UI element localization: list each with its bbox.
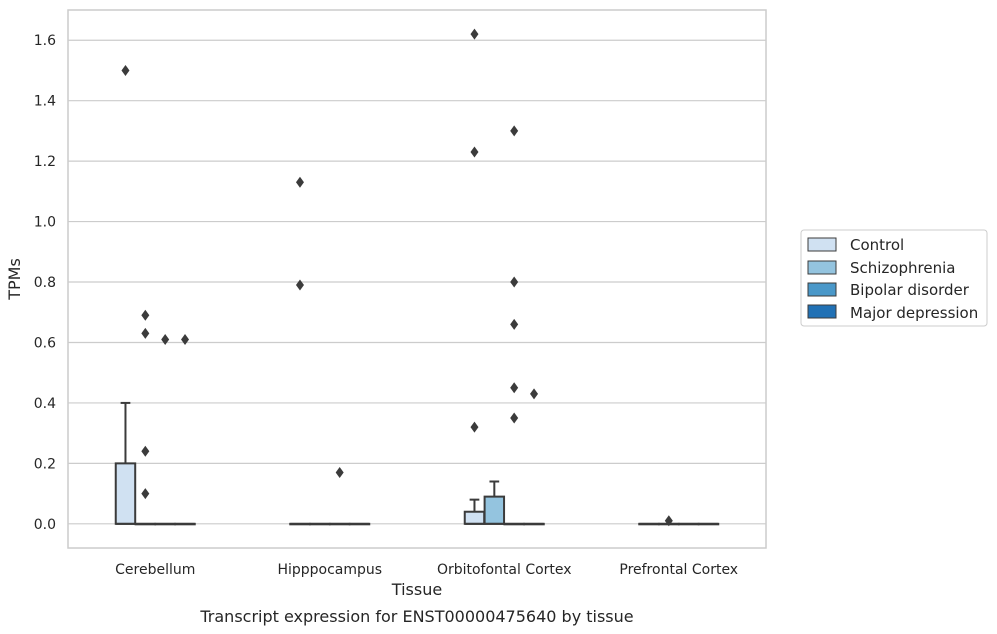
outlier-point: [161, 333, 170, 345]
outlier-point: [510, 412, 519, 424]
box-control-prefrontal-cortex: [638, 522, 660, 526]
box-body: [463, 510, 486, 525]
x-tick-label: Orbitofontal Cortex: [437, 562, 572, 578]
box-schizophrenia-hipppocampus: [309, 522, 331, 526]
outlier-point: [470, 146, 479, 158]
y-tick-label: 1.6: [34, 33, 56, 49]
x-axis-label: Tissue: [391, 580, 442, 599]
y-tick-label: 0.8: [34, 275, 56, 291]
box-major-depression-cerebellum: [174, 522, 196, 526]
box-body: [114, 462, 137, 525]
y-tick-labels: 0.0 0.2 0.4 0.6 0.8 1.0 1.2 1.4 1.6: [34, 33, 56, 533]
y-tick-label: 0.4: [34, 396, 56, 412]
box-major-depression-orbitofontal-cortex: [523, 522, 545, 526]
box-control-cerebellum: [114, 401, 137, 525]
y-tick-label: 1.4: [34, 94, 56, 110]
box-bipolar-disorder-cerebellum: [154, 522, 176, 526]
legend-label-control: Control: [850, 236, 904, 254]
x-tick-label: Hipppocampus: [277, 562, 382, 578]
plot-frame: [67, 9, 767, 549]
outlier-point: [470, 28, 479, 40]
y-tick-label: 0.6: [34, 335, 56, 351]
outlier-point: [141, 327, 150, 339]
legend-frame: [800, 229, 988, 327]
y-tick-label: 0.2: [34, 456, 56, 472]
box-bipolar-disorder-hipppocampus: [328, 522, 351, 526]
legend-swatch-bipolar-disorder: [807, 282, 837, 297]
outlier-point: [121, 64, 130, 76]
legend-swatch-control: [807, 237, 837, 252]
box-major-depression-hipppocampus: [348, 522, 371, 526]
box-body: [483, 495, 506, 525]
box-bipolar-disorder-prefrontal-cortex: [677, 522, 700, 526]
outlier-point: [141, 445, 150, 457]
box-schizophrenia-cerebellum: [134, 522, 157, 526]
y-tick-label: 1.2: [34, 154, 56, 170]
box-major-depression-prefrontal-cortex: [697, 522, 720, 526]
chart-caption: Transcript expression for ENST0000047564…: [199, 607, 633, 626]
legend-label-bipolar-disorder: Bipolar disorder: [850, 281, 970, 299]
x-tick-label: Prefrontal Cortex: [619, 562, 738, 578]
outlier-point: [295, 176, 304, 188]
legend-label-schizophrenia: Schizophrenia: [850, 259, 955, 277]
box-schizophrenia-orbitofontal-cortex: [483, 480, 506, 525]
y-tick-label: 1.0: [34, 215, 56, 231]
outlier-point: [141, 488, 150, 500]
y-axis-label: TPMs: [5, 258, 24, 301]
outlier-point: [510, 276, 519, 288]
x-tick-label: Cerebellum: [115, 562, 195, 578]
outlier-point: [141, 309, 150, 321]
outlier-point: [510, 382, 519, 394]
legend-label-major-depression: Major depression: [850, 304, 978, 322]
outlier-point: [470, 421, 479, 433]
outlier-points: [121, 28, 673, 527]
outlier-point: [335, 466, 344, 478]
outlier-point: [530, 388, 539, 400]
legend-swatch-schizophrenia: [807, 260, 837, 275]
box-control-hipppocampus: [289, 522, 311, 526]
outlier-point: [510, 318, 519, 330]
legend: Control Schizophrenia Bipolar disorder M…: [800, 229, 988, 327]
outlier-point: [181, 333, 190, 345]
box-bipolar-disorder-orbitofontal-cortex: [503, 522, 525, 526]
outlier-point: [510, 125, 519, 137]
boxes: [114, 401, 720, 526]
legend-swatch-major-depression: [807, 304, 837, 319]
outlier-point: [664, 515, 673, 527]
y-tick-label: 0.0: [34, 517, 56, 533]
x-tick-labels: Cerebellum Hipppocampus Orbitofontal Corte…: [115, 562, 738, 578]
outlier-point: [295, 279, 304, 291]
